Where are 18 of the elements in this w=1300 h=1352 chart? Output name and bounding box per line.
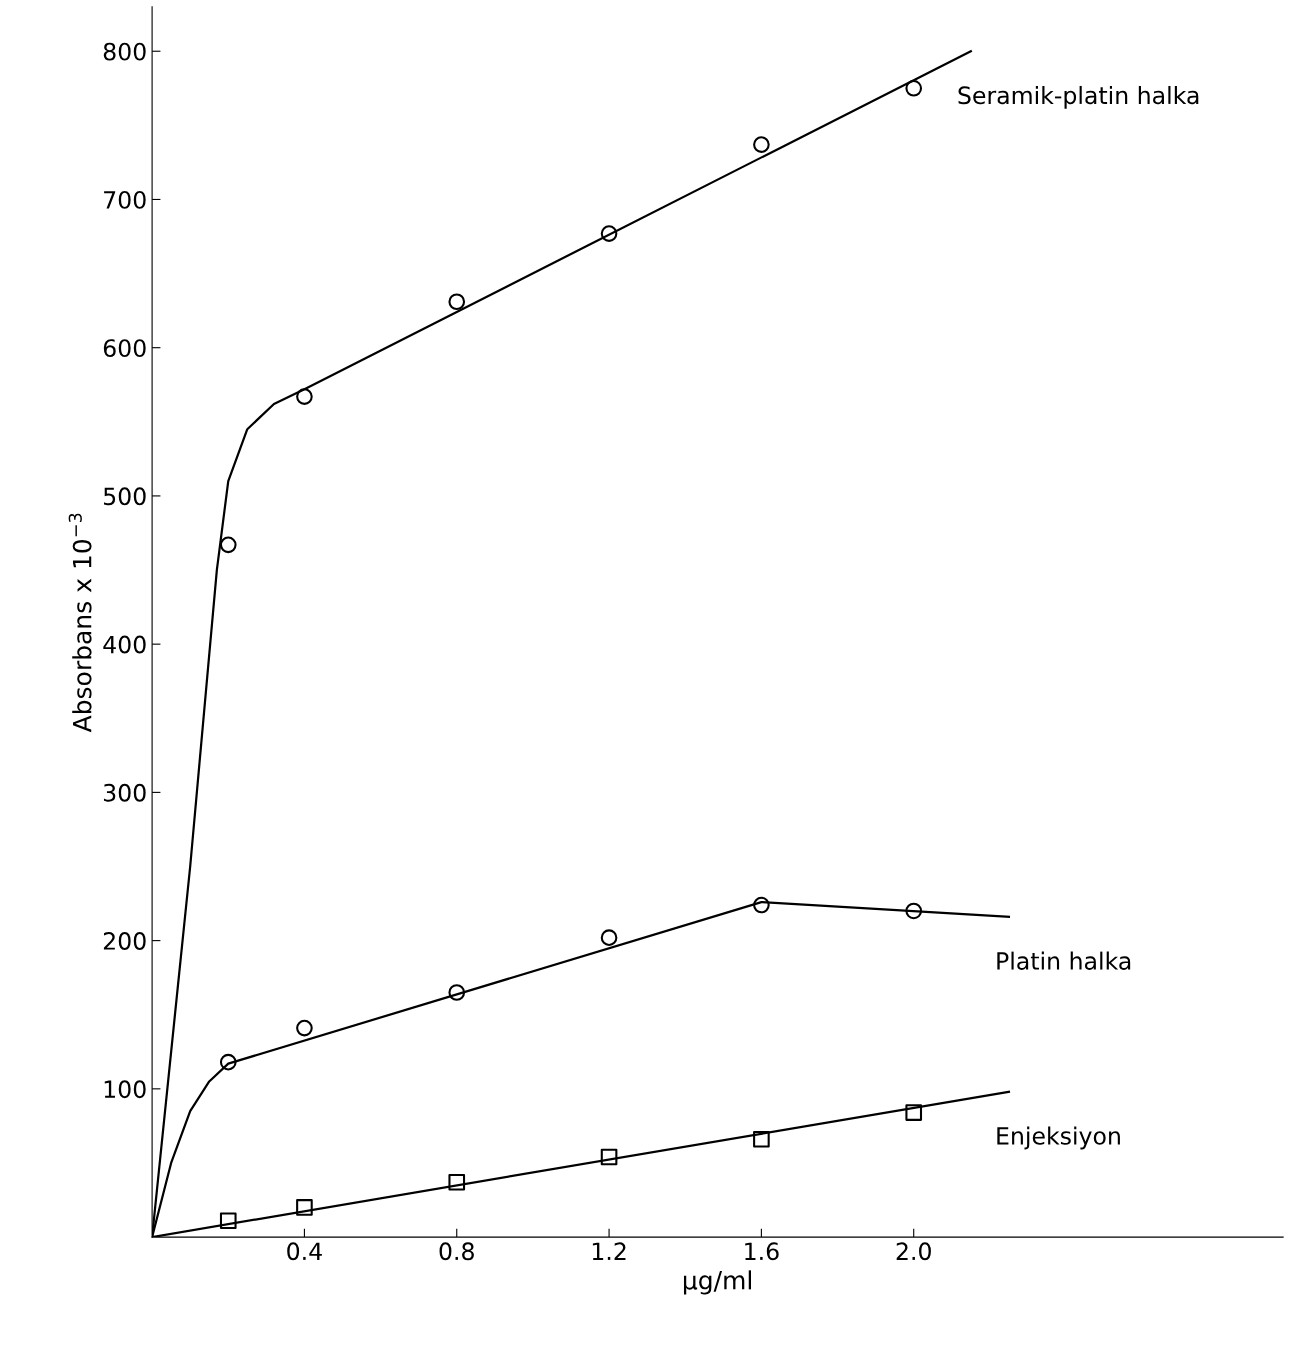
y-tick-label: 300 (103, 783, 146, 802)
series-label: Enjeksiyon (997, 1126, 1120, 1150)
x-tick-label: 1.6 (745, 1242, 779, 1261)
y-tick-label: 700 (104, 190, 146, 209)
x-axis-title: µg/ml (683, 1270, 751, 1295)
series-label: Platin halka (997, 951, 1131, 970)
y-tick-label: 200 (103, 932, 146, 950)
y-tick-label: 800 (103, 42, 146, 61)
series-label: Seramik-platin halka (958, 85, 1199, 109)
x-tick-label: 0.8 (439, 1242, 474, 1261)
y-tick-label: 500 (103, 487, 146, 506)
y-tick-label: 400 (103, 635, 146, 654)
x-tick-label: 0.4 (287, 1242, 322, 1261)
x-tick-label: 2.0 (896, 1242, 931, 1261)
y-axis-title: Absorbans x 10$^{−3}$ (68, 513, 92, 733)
y-tick-label: 600 (103, 339, 146, 357)
y-tick-label: 100 (104, 1080, 146, 1099)
x-tick-label: 1.2 (592, 1242, 626, 1260)
